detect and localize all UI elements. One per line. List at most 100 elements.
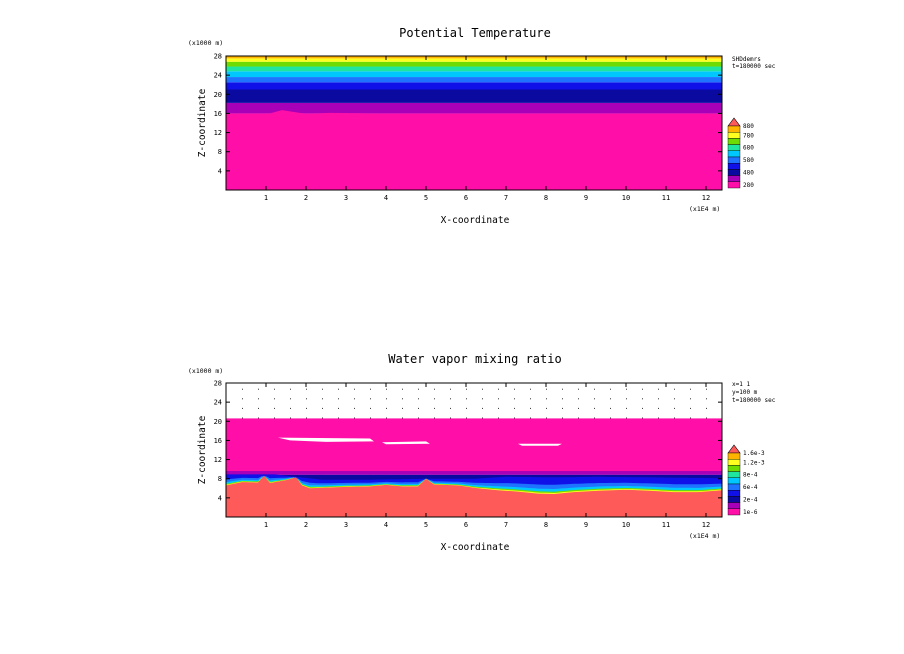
- legend-swatch: [727, 452, 741, 460]
- grid-dot: [418, 417, 419, 419]
- x-tick-label: 1: [264, 521, 268, 529]
- info-line-3: t=180000 sec: [732, 397, 776, 404]
- legend-swatch: [727, 138, 741, 145]
- legend-label: 6e-4: [743, 484, 758, 491]
- grid-dot: [466, 388, 467, 390]
- grid-dot: [674, 398, 675, 400]
- legend-label: 580: [743, 157, 754, 164]
- grid-dot: [322, 407, 323, 409]
- grid-dot: [658, 388, 659, 390]
- x-tick-label: 8: [544, 194, 548, 202]
- x-tick-label: 4: [384, 194, 388, 202]
- grid-dot: [706, 398, 707, 400]
- legend-label: 680: [743, 145, 754, 152]
- grid-dot: [642, 417, 643, 419]
- grid-dot: [626, 417, 627, 419]
- y-tick-label: 16: [214, 437, 222, 445]
- legend-swatch: [727, 508, 741, 516]
- grid-dot: [274, 407, 275, 409]
- chart-title: Water vapor mixing ratio: [388, 352, 561, 366]
- contour-band-6: [226, 66, 722, 72]
- x-tick-label: 7: [504, 521, 508, 529]
- x-tick-label: 5: [424, 194, 428, 202]
- contour-purple-band: [226, 471, 722, 475]
- grid-dot: [290, 407, 291, 409]
- x-tick-label: 3: [344, 194, 348, 202]
- legend-swatch: [727, 150, 741, 158]
- legend-swatch: [727, 156, 741, 164]
- legend-swatch: [727, 465, 741, 472]
- contour-band-4: [226, 77, 722, 83]
- grid-dot: [258, 398, 259, 400]
- legend-swatch: [727, 471, 741, 479]
- grid-dot: [530, 417, 531, 419]
- grid-dot: [546, 407, 547, 409]
- grid-dot: [674, 407, 675, 409]
- plot-area: [226, 56, 722, 190]
- grid-dot: [562, 398, 563, 400]
- grid-dot: [434, 398, 435, 400]
- grid-dot: [530, 398, 531, 400]
- legend-label: 1e-6: [743, 509, 758, 516]
- grid-dot: [466, 407, 467, 409]
- legend-arrow: [727, 444, 741, 454]
- grid-dot: [290, 398, 291, 400]
- grid-dot: [626, 388, 627, 390]
- grid-dot: [242, 388, 243, 390]
- grid-dot: [370, 388, 371, 390]
- y-tick-label: 8: [218, 148, 222, 156]
- contour-lowest-region: [226, 110, 722, 190]
- grid-dot: [498, 417, 499, 419]
- legend-swatch: [727, 496, 741, 503]
- grid-dot: [594, 398, 595, 400]
- grid-dot: [498, 407, 499, 409]
- contour-band-8: [226, 58, 722, 62]
- grid-dot: [562, 388, 563, 390]
- x-tick-label: 10: [622, 521, 630, 529]
- legend-label: 1.2e-3: [743, 459, 765, 466]
- grid-dot: [562, 407, 563, 409]
- grid-dot: [386, 417, 387, 419]
- grid-dot: [626, 398, 627, 400]
- grid-dot: [466, 398, 467, 400]
- grid-dot: [242, 407, 243, 409]
- grid-dot: [402, 398, 403, 400]
- contour-dry-band: [226, 418, 722, 472]
- y-unit-label: (x1000 m): [188, 367, 223, 375]
- grid-dot: [610, 407, 611, 409]
- grid-dot: [626, 407, 627, 409]
- grid-dot: [306, 417, 307, 419]
- x-tick-label: 12: [702, 521, 710, 529]
- grid-dot: [482, 398, 483, 400]
- legend-swatch: [727, 459, 741, 466]
- grid-dot: [274, 388, 275, 390]
- grid-dot: [402, 388, 403, 390]
- grid-dot: [434, 417, 435, 419]
- grid-dot: [690, 407, 691, 409]
- chart-title: Potential Temperature: [399, 26, 551, 40]
- grid-dot: [274, 398, 275, 400]
- grid-dot: [514, 398, 515, 400]
- grid-dot: [610, 398, 611, 400]
- grid-dot: [386, 388, 387, 390]
- grid-dot: [498, 398, 499, 400]
- grid-dot: [642, 388, 643, 390]
- grid-dot: [690, 388, 691, 390]
- grid-dot: [306, 388, 307, 390]
- plot-frame: [225, 55, 723, 191]
- grid-dot: [706, 417, 707, 419]
- y-tick-label: 24: [214, 399, 222, 407]
- grid-dot: [354, 407, 355, 409]
- x-axis-label: X-coordinate: [441, 215, 510, 226]
- grid-dot: [642, 407, 643, 409]
- grid-dot: [546, 388, 547, 390]
- grid-dot: [242, 417, 243, 419]
- x-tick-label: 3: [344, 521, 348, 529]
- legend-label: 8e-4: [743, 472, 758, 479]
- grid-dot: [450, 388, 451, 390]
- contour-band-9: [226, 56, 722, 59]
- grid-dot: [706, 388, 707, 390]
- contour-band-7: [226, 61, 722, 67]
- plot-frame: [225, 382, 723, 518]
